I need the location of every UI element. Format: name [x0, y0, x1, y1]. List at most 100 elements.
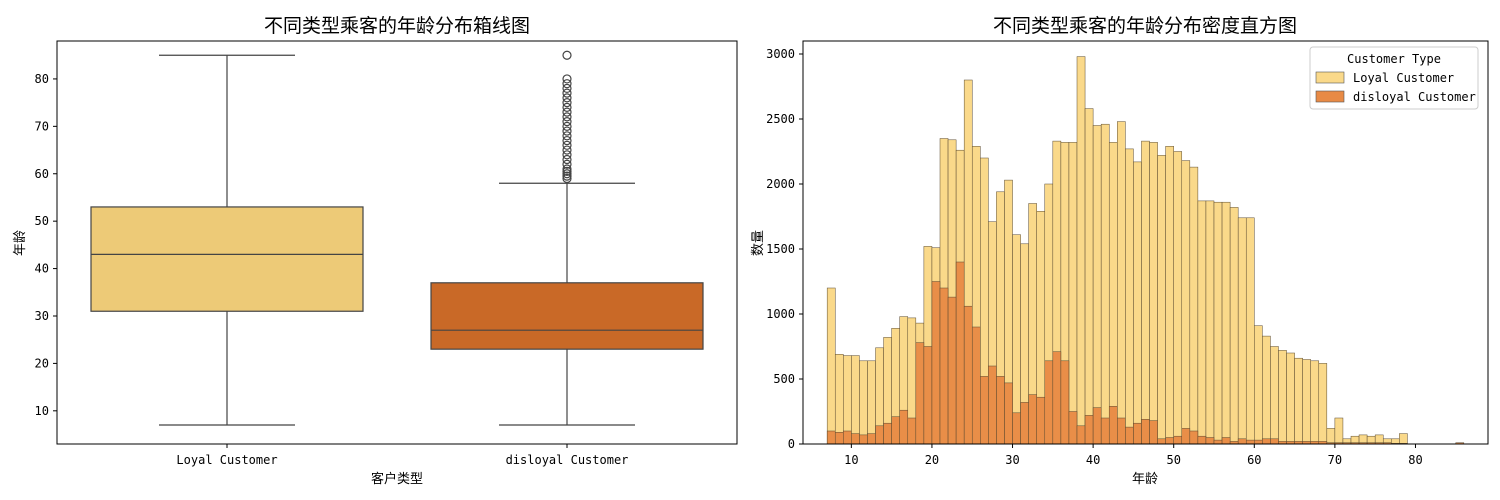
boxplot-marks — [90, 50, 704, 426]
histogram-bar-disloyal — [899, 409, 909, 445]
histogram-bar-disloyal — [1205, 437, 1215, 445]
box-outlier — [562, 74, 572, 84]
histogram-bar-disloyal — [988, 365, 997, 445]
boxplot-y-tick-label: 70 — [35, 119, 49, 133]
box-outlier — [562, 159, 572, 169]
box-outlier — [562, 135, 572, 146]
histogram-bar-disloyal — [1004, 382, 1013, 445]
histogram-bar-loyal — [1084, 108, 1094, 445]
histogram-bar-loyal — [1117, 121, 1126, 445]
histogram-bar-loyal — [1245, 217, 1255, 445]
histogram-bar-loyal — [1125, 148, 1134, 445]
histogram-bar-disloyal — [963, 305, 973, 445]
histogram-bar-disloyal — [1108, 406, 1118, 445]
histogram-y-tick-label: 1500 — [766, 242, 795, 256]
histogram-x-tick-label: 50 — [1166, 453, 1180, 467]
histogram-bar-loyal — [851, 355, 860, 445]
box-outlier — [562, 112, 572, 122]
histogram-bar-disloyal — [883, 422, 892, 445]
histogram-frame — [802, 40, 1489, 445]
box-outlier — [562, 121, 572, 131]
histogram-bar-disloyal — [1125, 426, 1134, 445]
boxplot-y-tick-label: 30 — [35, 309, 49, 323]
histogram-bar-disloyal — [1068, 411, 1078, 445]
boxplot-y-tick-label: 80 — [35, 72, 49, 86]
histogram-bar-loyal — [1173, 151, 1183, 445]
box-outlier — [562, 83, 572, 94]
histogram-bar-loyal — [843, 355, 852, 445]
histogram-y-tick-label: 1000 — [766, 307, 795, 321]
histogram-bar-disloyal — [1044, 360, 1054, 445]
histogram-bar-disloyal — [843, 430, 852, 445]
box-disloyal — [430, 50, 704, 426]
histogram-bar-disloyal — [971, 326, 981, 445]
histogram-bar-disloyal — [1157, 438, 1166, 445]
boxplot-title: 不同类型乘客的年龄分布箱线图 — [264, 15, 530, 37]
histogram-bar-disloyal — [826, 430, 836, 445]
boxplot-y-tick-label: 40 — [35, 262, 49, 276]
histogram-bar-loyal — [1294, 357, 1303, 445]
histogram-x-tick-label: 10 — [844, 453, 858, 467]
box-outlier — [562, 169, 572, 179]
histogram-bar-disloyal — [1221, 437, 1231, 445]
box-outlier — [562, 145, 572, 155]
legend-box — [1309, 46, 1479, 110]
histogram-bar-loyal — [1326, 428, 1336, 445]
box-outlier — [562, 79, 572, 89]
histogram-bar-loyal — [1100, 123, 1110, 445]
histogram-bar-disloyal — [1165, 437, 1174, 445]
histogram-bar-disloyal — [1270, 438, 1279, 445]
box-outlier — [562, 150, 572, 160]
histogram-bar-loyal — [1286, 352, 1295, 445]
box-outlier — [562, 107, 572, 117]
box-outlier — [562, 88, 572, 98]
histogram-bar-disloyal — [867, 433, 876, 445]
boxplot-y-axis-label: 年龄 — [13, 230, 28, 256]
histogram-bar-disloyal — [875, 425, 884, 445]
histogram-bar-disloyal — [996, 376, 1005, 445]
histogram-bar-disloyal — [1020, 402, 1029, 445]
histogram-bar-loyal — [1262, 335, 1271, 445]
histogram-y-axis-label: 数量 — [751, 230, 766, 256]
box-iqr — [90, 206, 364, 312]
box-outlier — [562, 164, 572, 174]
histogram-bar-loyal — [1108, 142, 1118, 445]
histogram-x-tick-label: 60 — [1247, 453, 1261, 467]
box-outlier — [562, 166, 572, 176]
histogram-bar-loyal — [1149, 142, 1158, 445]
histogram-bar-loyal — [1221, 201, 1231, 445]
histogram-bar-loyal — [1068, 142, 1078, 445]
histogram-bar-loyal — [1133, 161, 1142, 445]
histogram-bar-disloyal — [947, 296, 957, 445]
box-outlier — [562, 126, 572, 136]
histogram-bar-disloyal — [1189, 430, 1199, 445]
histogram-panel: 不同类型乘客的年龄分布密度直方图 05001000150020002500300… — [751, 15, 1489, 487]
boxplot-panel: 不同类型乘客的年龄分布箱线图 10 20 30 40 50 60 70 80 Loyal Cu… — [13, 15, 738, 487]
histogram-bar-disloyal — [1076, 425, 1086, 445]
histogram-bar-disloyal — [851, 433, 860, 445]
histogram-bar-loyal — [1092, 125, 1102, 445]
box-outlier — [562, 131, 572, 141]
box-outlier — [562, 50, 572, 60]
histogram-bar-disloyal — [1254, 439, 1263, 445]
histogram-bar-disloyal — [1197, 435, 1207, 445]
histogram-bar-disloyal — [1133, 422, 1142, 445]
histogram-y-tick-label: 3000 — [766, 47, 795, 61]
histogram-bar-loyal — [1165, 146, 1174, 445]
box-outlier — [562, 171, 572, 181]
boxplot-y-tick-label: 10 — [35, 404, 49, 418]
box-outlier — [562, 173, 572, 184]
box-outlier — [562, 93, 572, 103]
histogram-bar-loyal — [1254, 325, 1263, 445]
histogram-bar-disloyal — [1117, 417, 1126, 445]
box-iqr — [430, 282, 704, 350]
histogram-bar-disloyal — [1052, 351, 1062, 445]
histogram-bar-disloyal — [1100, 417, 1110, 445]
box-outlier — [562, 154, 572, 165]
histogram-bar-loyal — [1197, 200, 1207, 445]
histogram-bar-disloyal — [1149, 420, 1158, 445]
histogram-bar-disloyal — [1141, 419, 1150, 445]
histogram-bar-disloyal — [1084, 415, 1094, 445]
legend-swatch-disloyal — [1315, 90, 1345, 103]
